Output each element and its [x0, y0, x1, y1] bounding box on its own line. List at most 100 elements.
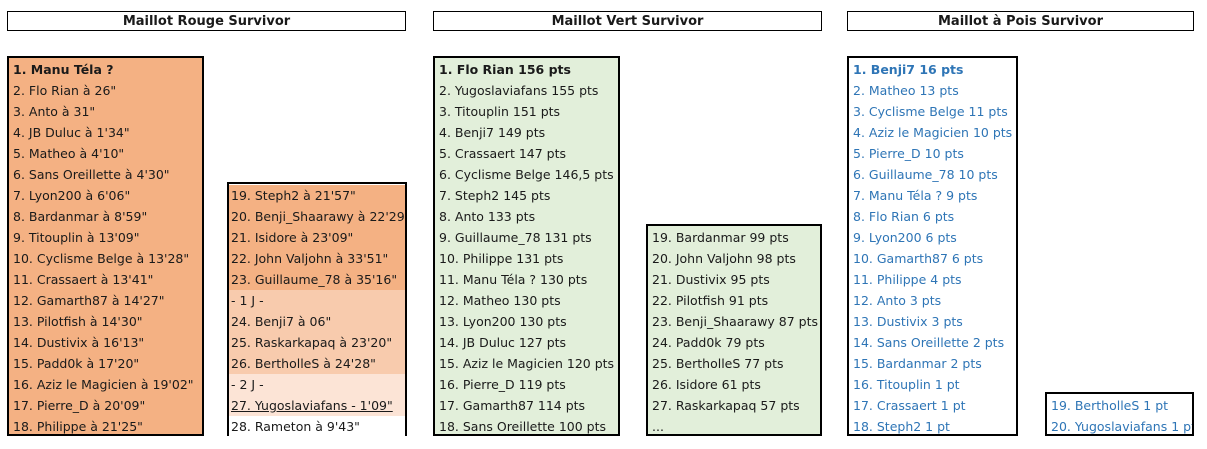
vert-standings-top: 1. Flo Rian 156 pts 2. Yugoslaviafans 155…: [433, 56, 620, 436]
vert-row-text: 10. Philippe 131 pts: [439, 251, 564, 266]
vert-row: 25. BertholleS 77 pts: [650, 353, 820, 374]
vert-row: 19. Bardanmar 99 pts: [650, 227, 820, 248]
pois-row: 13. Dustivix 3 pts: [851, 311, 1016, 332]
rouge-row-text: 13. Pilotfish à 14'30": [13, 314, 143, 329]
rouge-row-text: 2. Flo Rian à 26": [13, 83, 117, 98]
pois-row-text: 10. Gamarth87 6 pts: [853, 251, 984, 266]
pois-row: 15. Bardanmar 2 pts: [851, 353, 1016, 374]
rouge-standings-bottom: 19. Steph2 à 21'57" 20. Benji_Shaarawy à …: [227, 182, 407, 437]
rouge-row: - 2 J -: [229, 374, 405, 395]
pois-row-text: 2. Matheo 13 pts: [853, 83, 959, 98]
vert-row: 12. Matheo 130 pts: [437, 290, 618, 311]
vert-row: 23. Benji_Shaarawy 87 pts: [650, 311, 820, 332]
vert-row: 22. Pilotfish 91 pts: [650, 290, 820, 311]
rouge-row: 23. Guillaume_78 à 35'16": [229, 269, 405, 290]
rouge-row: 1. Manu Téla ?: [11, 59, 202, 80]
rouge-row: 15. Padd0k à 17'20": [11, 353, 202, 374]
vert-row-text: 12. Matheo 130 pts: [439, 293, 561, 308]
pois-row-text: 9. Lyon200 6 pts: [853, 230, 957, 245]
rouge-row: 18. Philippe à 21'25": [11, 416, 202, 437]
vert-row: 10. Philippe 131 pts: [437, 248, 618, 269]
rouge-row: 27. Yugoslaviafans - 1'09": [229, 395, 405, 416]
vert-row: 5. Crassaert 147 pts: [437, 143, 618, 164]
pois-row-text: 16. Titouplin 1 pt: [853, 377, 960, 392]
vert-row: 3. Titouplin 151 pts: [437, 101, 618, 122]
vert-row: 13. Lyon200 130 pts: [437, 311, 618, 332]
rouge-standings-top: 1. Manu Téla ? 2. Flo Rian à 26" 3. Anto à…: [7, 56, 204, 436]
vert-row-text: 18. Sans Oreillette 100 pts: [439, 419, 607, 434]
vert-row: 7. Steph2 145 pts: [437, 185, 618, 206]
vert-row-text: 9. Guillaume_78 131 pts: [439, 230, 592, 245]
vert-row: 20. John Valjohn 98 pts: [650, 248, 820, 269]
rouge-row-text: 11. Crassaert à 13'41": [13, 272, 154, 287]
rouge-row-text: 20. Benji_Shaarawy à 22'29": [231, 209, 405, 224]
rouge-row-text: 10. Cyclisme Belge à 13'28": [13, 251, 190, 266]
pois-row-text: 11. Philippe 4 pts: [853, 272, 962, 287]
rouge-row: 22. John Valjohn à 33'51": [229, 248, 405, 269]
rouge-row-text: 15. Padd0k à 17'20": [13, 356, 140, 371]
rouge-row: 7. Lyon200 à 6'06": [11, 185, 202, 206]
vert-row-text: 20. John Valjohn 98 pts: [652, 251, 796, 266]
rouge-row: - 1 J -: [229, 290, 405, 311]
rouge-row: 11. Crassaert à 13'41": [11, 269, 202, 290]
rouge-row: 26. BertholleS à 24'28": [229, 353, 405, 374]
pois-row-text: 6. Guillaume_78 10 pts: [853, 167, 998, 182]
rouge-row-text: 16. Aziz le Magicien à 19'02": [13, 377, 194, 392]
rouge-row: 13. Pilotfish à 14'30": [11, 311, 202, 332]
rouge-row: 2. Flo Rian à 26": [11, 80, 202, 101]
rouge-row-text: 1. Manu Téla ?: [13, 62, 114, 77]
rouge-row: 5. Matheo à 4'10": [11, 143, 202, 164]
rouge-row-text: 19. Steph2 à 21'57": [231, 188, 356, 203]
pois-row: 3. Cyclisme Belge 11 pts: [851, 101, 1016, 122]
vert-row-text: 27. Raskarkapaq 57 pts: [652, 398, 800, 413]
pois-row: 16. Titouplin 1 pt: [851, 374, 1016, 395]
rouge-row: 17. Pierre_D à 20'09": [11, 395, 202, 416]
vert-row: 26. Isidore 61 pts: [650, 374, 820, 395]
rouge-row: 21. Isidore à 23'09": [229, 227, 405, 248]
rouge-row: 6. Sans Oreillette à 4'30": [11, 164, 202, 185]
rouge-row: 3. Anto à 31": [11, 101, 202, 122]
pois-row-text: 14. Sans Oreillette 2 pts: [853, 335, 1005, 350]
rouge-row-text: 8. Bardanmar à 8'59": [13, 209, 148, 224]
vert-row: 17. Gamarth87 114 pts: [437, 395, 618, 416]
rouge-row: 19. Steph2 à 21'57": [229, 185, 405, 206]
pois-title: Maillot à Pois Survivor: [847, 11, 1194, 31]
vert-row: 21. Dustivix 95 pts: [650, 269, 820, 290]
vert-title: Maillot Vert Survivor: [433, 11, 822, 31]
rouge-row-text: 21. Isidore à 23'09": [231, 230, 354, 245]
pois-row: 20. Yugoslaviafans 1 pt: [1049, 416, 1192, 437]
vert-row: 11. Manu Téla ? 130 pts: [437, 269, 618, 290]
rouge-row-text: - 2 J -: [231, 377, 264, 392]
vert-row-text: 1. Flo Rian 156 pts: [439, 62, 571, 77]
rouge-row: 24. Benji7 à 06": [229, 311, 405, 332]
vert-row-text: 11. Manu Téla ? 130 pts: [439, 272, 588, 287]
vert-row-text: 4. Benji7 149 pts: [439, 125, 546, 140]
vert-row: 9. Guillaume_78 131 pts: [437, 227, 618, 248]
vert-row: 8. Anto 133 pts: [437, 206, 618, 227]
rouge-row: 25. Raskarkapaq à 23'20": [229, 332, 405, 353]
rouge-row: 10. Cyclisme Belge à 13'28": [11, 248, 202, 269]
vert-row-text: 25. BertholleS 77 pts: [652, 356, 784, 371]
rouge-row: 12. Gamarth87 à 14'27": [11, 290, 202, 311]
pois-row: 4. Aziz le Magicien 10 pts: [851, 122, 1016, 143]
pois-row: 5. Pierre_D 10 pts: [851, 143, 1016, 164]
vert-row-text: 14. JB Duluc 127 pts: [439, 335, 567, 350]
vert-row-text: 24. Padd0k 79 pts: [652, 335, 765, 350]
vert-row: 4. Benji7 149 pts: [437, 122, 618, 143]
pois-row-text: 5. Pierre_D 10 pts: [853, 146, 964, 161]
pois-row: 9. Lyon200 6 pts: [851, 227, 1016, 248]
pois-row: 8. Flo Rian 6 pts: [851, 206, 1016, 227]
vert-row: 18. Sans Oreillette 100 pts: [437, 416, 618, 437]
pois-row-text: 17. Crassaert 1 pt: [853, 398, 966, 413]
vert-row-text: 13. Lyon200 130 pts: [439, 314, 567, 329]
rouge-row-text: 23. Guillaume_78 à 35'16": [231, 272, 398, 287]
vert-row-text: 19. Bardanmar 99 pts: [652, 230, 789, 245]
rouge-row-text: 18. Philippe à 21'25": [13, 419, 143, 434]
rouge-row: 8. Bardanmar à 8'59": [11, 206, 202, 227]
vert-row-text: 16. Pierre_D 119 pts: [439, 377, 566, 392]
vert-row-text: 17. Gamarth87 114 pts: [439, 398, 586, 413]
rouge-row: 28. Rameton à 9'43": [229, 416, 405, 437]
pois-standings-top: 1. Benji7 16 pts 2. Matheo 13 pts 3. Cycli…: [847, 56, 1018, 436]
vert-row-text: 6. Cyclisme Belge 146,5 pts: [439, 167, 614, 182]
pois-row: 18. Steph2 1 pt: [851, 416, 1016, 437]
